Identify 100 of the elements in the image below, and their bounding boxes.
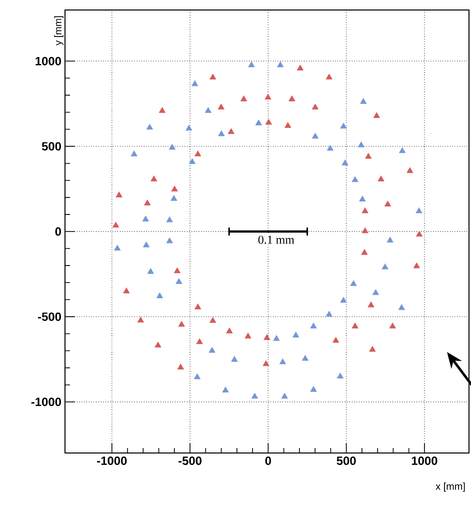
point — [142, 216, 149, 222]
point — [186, 124, 192, 131]
point — [168, 144, 176, 150]
point — [378, 176, 384, 182]
point — [123, 288, 130, 294]
point — [116, 192, 122, 198]
point — [361, 249, 368, 255]
point — [251, 392, 258, 399]
point — [312, 132, 319, 139]
point — [302, 354, 309, 361]
point — [170, 194, 178, 201]
point — [362, 227, 368, 234]
y-tick-label: 0 — [55, 227, 61, 236]
point — [416, 230, 423, 237]
point — [171, 186, 178, 192]
point — [226, 328, 233, 334]
point — [192, 80, 198, 86]
point — [279, 358, 286, 364]
point — [146, 124, 154, 130]
y-tick-label: 1000 — [36, 56, 61, 66]
point — [326, 74, 332, 80]
point — [178, 320, 185, 327]
point — [359, 196, 366, 202]
point — [240, 95, 248, 102]
point — [218, 104, 224, 110]
point — [194, 304, 202, 310]
point — [277, 61, 284, 68]
point — [174, 267, 181, 274]
point — [368, 301, 374, 308]
x-tick-label: 0 — [265, 456, 272, 465]
point — [142, 242, 150, 248]
x-tick-label: -1000 — [97, 456, 127, 465]
point — [262, 360, 270, 366]
point — [352, 322, 358, 328]
point — [413, 262, 420, 268]
point — [150, 176, 158, 182]
point — [406, 167, 414, 173]
y-axis-title: y [mm] — [54, 16, 64, 46]
point — [273, 335, 280, 341]
point — [284, 122, 292, 128]
point — [340, 296, 347, 303]
point — [384, 200, 392, 206]
point — [389, 322, 396, 328]
point — [176, 278, 182, 284]
point — [154, 342, 162, 348]
point — [365, 152, 372, 159]
x-tick-label: 1000 — [412, 456, 438, 465]
point — [292, 332, 300, 338]
point — [358, 141, 364, 148]
point — [332, 336, 340, 343]
point — [177, 364, 184, 370]
point — [264, 334, 270, 340]
point — [210, 316, 216, 323]
point — [340, 122, 347, 129]
point — [398, 304, 405, 310]
x-tick-label: 500 — [336, 456, 356, 465]
point — [312, 104, 319, 110]
x-axis-title: x [mm] — [436, 482, 465, 492]
point — [281, 392, 288, 399]
point — [130, 150, 138, 156]
point — [194, 373, 201, 380]
point — [336, 372, 344, 378]
point — [416, 207, 422, 214]
point — [350, 280, 357, 286]
y-tick-label: -1000 — [31, 398, 61, 406]
point — [114, 244, 121, 251]
point — [382, 263, 388, 270]
annotation: 0.1 mm — [258, 236, 294, 244]
point — [144, 200, 151, 206]
point — [166, 216, 173, 222]
point — [369, 346, 376, 352]
x-tick-label: -500 — [178, 456, 202, 465]
y-tick-label: 500 — [42, 142, 61, 151]
point — [231, 356, 238, 362]
point — [204, 107, 212, 113]
y-tick-label: -500 — [38, 312, 61, 321]
point — [112, 222, 120, 228]
point — [264, 94, 272, 100]
point — [158, 107, 166, 113]
point — [210, 74, 216, 80]
point — [362, 207, 368, 214]
point — [228, 128, 234, 134]
point — [255, 120, 262, 126]
point — [265, 118, 272, 125]
point — [386, 236, 394, 243]
point — [360, 98, 367, 104]
point — [166, 237, 173, 244]
point — [188, 158, 196, 164]
point — [288, 95, 296, 102]
point — [352, 176, 358, 182]
point — [398, 147, 406, 154]
point — [137, 316, 144, 322]
point — [310, 386, 317, 392]
point — [372, 289, 380, 295]
point — [326, 310, 332, 317]
point — [326, 144, 334, 151]
point — [156, 292, 164, 298]
point — [373, 112, 380, 118]
point — [248, 61, 255, 68]
point — [194, 150, 202, 156]
